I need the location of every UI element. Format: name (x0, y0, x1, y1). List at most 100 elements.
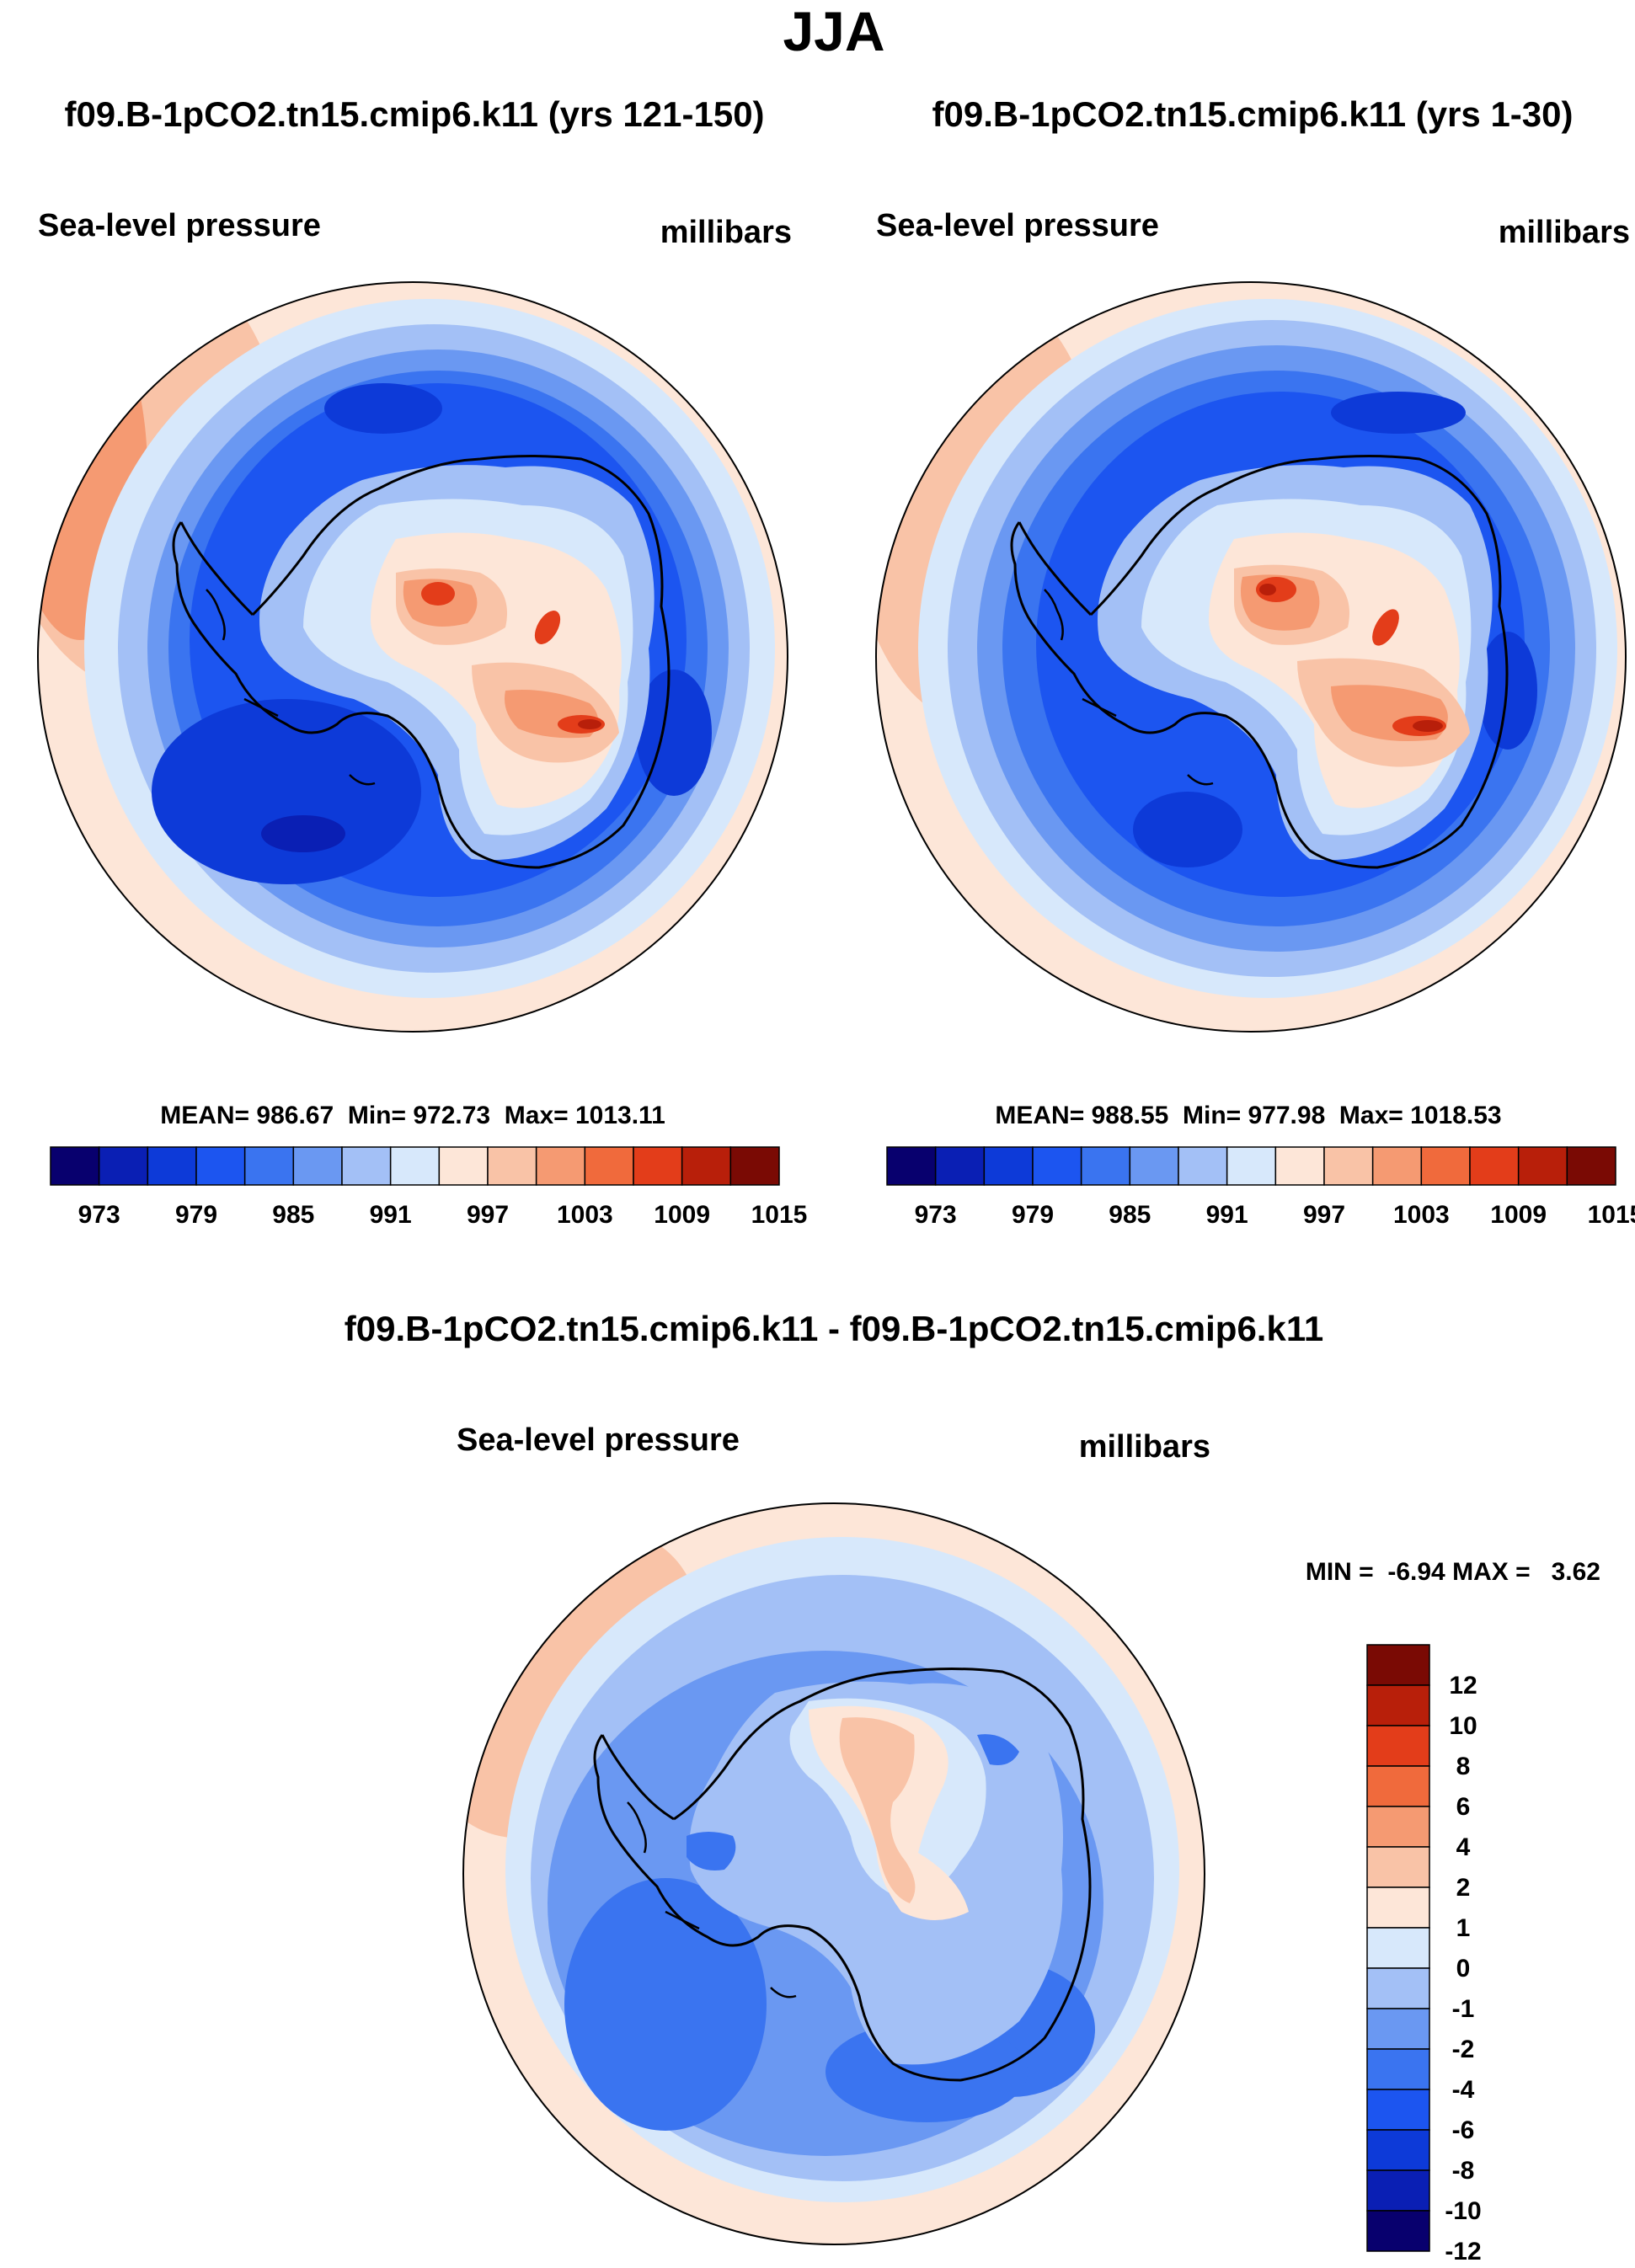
colorbar-swatch (438, 1146, 489, 1186)
colorbar-swatch (1366, 1967, 1430, 2009)
colorbar-swatch (389, 1146, 441, 1186)
colorbar-swatch (341, 1146, 392, 1186)
colorbar-tick-label: 12 (1449, 1672, 1477, 1700)
colorbar-swatch (147, 1146, 197, 1186)
colorbar-swatch (1226, 1146, 1277, 1186)
colorbar-swatch (1080, 1146, 1131, 1186)
colorbar-swatch (1366, 2169, 1430, 2212)
colorbar-swatch (1517, 1146, 1568, 1186)
panel-c-colorbar (1366, 1644, 1430, 2252)
colorbar-tick-label: -2 (1452, 2036, 1475, 2063)
colorbar-tick-label: 973 (915, 1201, 957, 1229)
colorbar-swatch (934, 1146, 986, 1186)
panel-b-units-label: millibars (1499, 215, 1630, 250)
panel-a-field-label: Sea-level pressure (38, 208, 321, 243)
colorbar-tick-label: -1 (1452, 1995, 1475, 2023)
colorbar-swatch (886, 1146, 937, 1186)
colorbar-swatch (1469, 1146, 1520, 1186)
colorbar-swatch (1566, 1146, 1616, 1186)
panel-b-stats: MEAN= 988.55 Min= 977.98 Max= 1018.53 (995, 1102, 1501, 1129)
colorbar-swatch (1366, 2210, 1430, 2252)
colorbar-swatch (243, 1146, 295, 1186)
colorbar-swatch (1420, 1146, 1471, 1186)
colorbar-tick-label: 1015 (751, 1201, 808, 1229)
panel-c-field-label: Sea-level pressure (457, 1422, 740, 1458)
panel-c-units-label: millibars (1079, 1429, 1210, 1465)
colorbar-swatch (633, 1146, 683, 1186)
panel-b-map (876, 282, 1626, 1032)
colorbar-swatch (292, 1146, 343, 1186)
panel-b: Sea-level pressure millibars (875, 208, 1635, 1229)
colorbar-swatch (1366, 1725, 1430, 1767)
colorbar-swatch (1366, 2089, 1430, 2131)
colorbar-tick-label: 1009 (1490, 1201, 1547, 1229)
panel-a-map-border (37, 281, 788, 1033)
panel-a: Sea-level pressure millibars (37, 208, 808, 1229)
colorbar-tick-label: 979 (1012, 1201, 1054, 1229)
right-panel-title: f09.B-1pCO2.tn15.cmip6.k11 (yrs 1-30) (932, 94, 1573, 134)
panel-a-units-label: millibars (660, 215, 792, 250)
colorbar-swatch (1366, 1765, 1430, 1807)
colorbar-tick-label: 997 (1303, 1201, 1345, 1229)
colorbar-tick-label: 985 (272, 1201, 314, 1229)
colorbar-swatch (729, 1146, 780, 1186)
colorbar-swatch (535, 1146, 586, 1186)
colorbar-tick-label: 1009 (654, 1201, 710, 1229)
panel-a-colorbar-ticks: 973 979 985 991 997 1003 1009 1015 (78, 1201, 808, 1229)
panel-b-field-label: Sea-level pressure (876, 208, 1159, 243)
colorbar-swatch (1178, 1146, 1228, 1186)
colorbar-swatch (98, 1146, 149, 1186)
left-panel-title: f09.B-1pCO2.tn15.cmip6.k11 (yrs 121-150) (64, 94, 764, 134)
colorbar-swatch (1366, 2008, 1430, 2050)
colorbar-tick-label: 1 (1456, 1914, 1471, 1942)
colorbar-tick-label: -4 (1452, 2076, 1475, 2104)
colorbar-swatch (1323, 1146, 1374, 1186)
colorbar-tick-label: -12 (1445, 2238, 1481, 2265)
panel-c-map-border (462, 1502, 1205, 2245)
colorbar-swatch (1366, 1806, 1430, 1848)
panel-b-colorbar-ticks: 973 979 985 991 997 1003 1009 1015 (915, 1201, 1635, 1229)
panel-a-stats: MEAN= 986.67 Min= 972.73 Max= 1013.11 (160, 1102, 665, 1129)
colorbar-swatch (1366, 1886, 1430, 1929)
panel-a-map (38, 282, 788, 1032)
panel-c: f09.B-1pCO2.tn15.cmip6.k11 - f09.B-1pCO2… (345, 1309, 1600, 2265)
colorbar-swatch (584, 1146, 634, 1186)
colorbar-swatch (1129, 1146, 1179, 1186)
colorbar-swatch (681, 1146, 732, 1186)
colorbar-swatch (50, 1146, 100, 1186)
colorbar-swatch (1366, 1684, 1430, 1726)
colorbar-swatch (1366, 2048, 1430, 2090)
colorbar-swatch (487, 1146, 537, 1186)
colorbar-tick-label: 2 (1456, 1874, 1471, 1902)
colorbar-tick-label: 6 (1456, 1793, 1471, 1821)
colorbar-tick-label: 997 (467, 1201, 509, 1229)
panel-c-map (463, 1503, 1205, 2244)
colorbar-tick-label: 991 (1206, 1201, 1248, 1229)
colorbar-tick-label: -6 (1452, 2116, 1475, 2144)
colorbar-swatch (1366, 1927, 1430, 1969)
colorbar-tick-label: 0 (1456, 1955, 1471, 1982)
colorbar-tick-label: 8 (1456, 1753, 1471, 1780)
colorbar-tick-label: 985 (1109, 1201, 1151, 1229)
colorbar-tick-label: 979 (175, 1201, 217, 1229)
colorbar-swatch (1366, 1644, 1430, 1686)
colorbar-swatch (1032, 1146, 1082, 1186)
colorbar-tick-label: 10 (1449, 1712, 1477, 1740)
colorbar-tick-label: 1015 (1588, 1201, 1635, 1229)
season-title: JJA (783, 0, 884, 62)
colorbar-tick-label: 1003 (557, 1201, 613, 1229)
panel-b-colorbar (886, 1146, 1616, 1186)
colorbar-tick-label: -8 (1452, 2157, 1475, 2185)
colorbar-swatch (1366, 2129, 1430, 2171)
colorbar-swatch (195, 1146, 246, 1186)
panel-c-stats: MIN = -6.94 MAX = 3.62 (1306, 1558, 1600, 1586)
colorbar-swatch (983, 1146, 1034, 1186)
panel-b-map-border (875, 281, 1627, 1033)
colorbar-tick-label: 1003 (1393, 1201, 1450, 1229)
colorbar-tick-label: 973 (78, 1201, 120, 1229)
colorbar-tick-label: 4 (1456, 1833, 1471, 1861)
colorbar-swatch (1371, 1146, 1423, 1186)
colorbar-tick-label: -10 (1445, 2197, 1481, 2225)
